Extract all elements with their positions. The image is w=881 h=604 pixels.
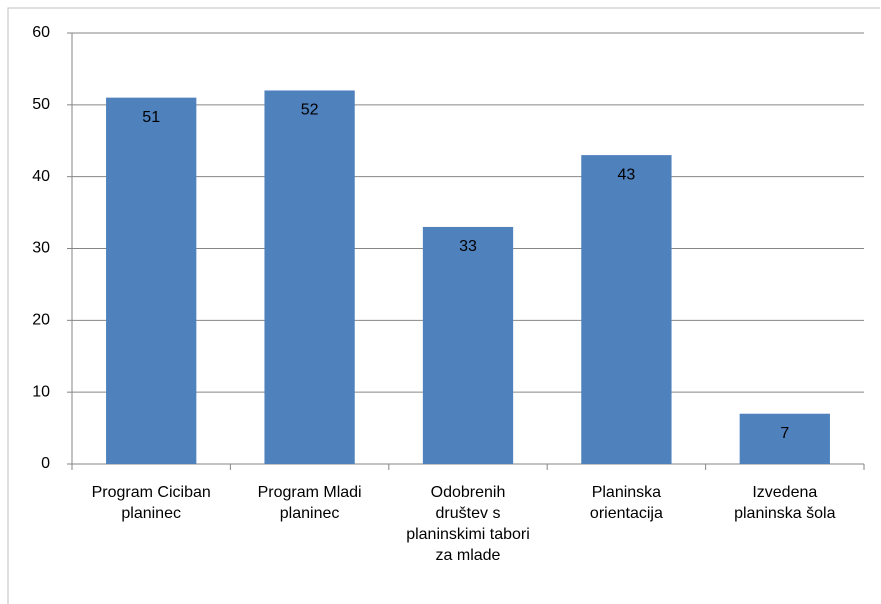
data-label: 7 bbox=[780, 425, 789, 442]
y-tick-label: 0 bbox=[41, 455, 50, 472]
y-tick-label: 20 bbox=[32, 312, 50, 329]
x-tick-label: Program Ciciban planinec bbox=[91, 484, 211, 522]
y-tick-label: 60 bbox=[32, 24, 50, 41]
data-label: 43 bbox=[618, 166, 636, 183]
x-tick-label: Planinska orientacija bbox=[589, 484, 663, 522]
bar bbox=[739, 413, 830, 464]
x-tick-label: Program Mladi planinec bbox=[257, 484, 362, 522]
bar bbox=[264, 90, 355, 464]
chart-border bbox=[7, 7, 880, 604]
y-tick-label: 10 bbox=[32, 383, 50, 400]
x-tick-label: Izvedena planinska šola bbox=[734, 484, 836, 522]
data-label: 33 bbox=[459, 238, 477, 255]
y-tick-label: 40 bbox=[32, 168, 50, 185]
bar bbox=[581, 155, 672, 464]
y-tick-label: 30 bbox=[32, 240, 50, 257]
bar bbox=[422, 226, 514, 464]
data-label: 51 bbox=[142, 109, 160, 126]
data-label: 52 bbox=[301, 102, 319, 119]
bar bbox=[106, 97, 197, 465]
x-tick-label: Odobrenih društev s planinskimi tabori z… bbox=[406, 484, 530, 564]
y-tick-label: 50 bbox=[32, 96, 50, 113]
